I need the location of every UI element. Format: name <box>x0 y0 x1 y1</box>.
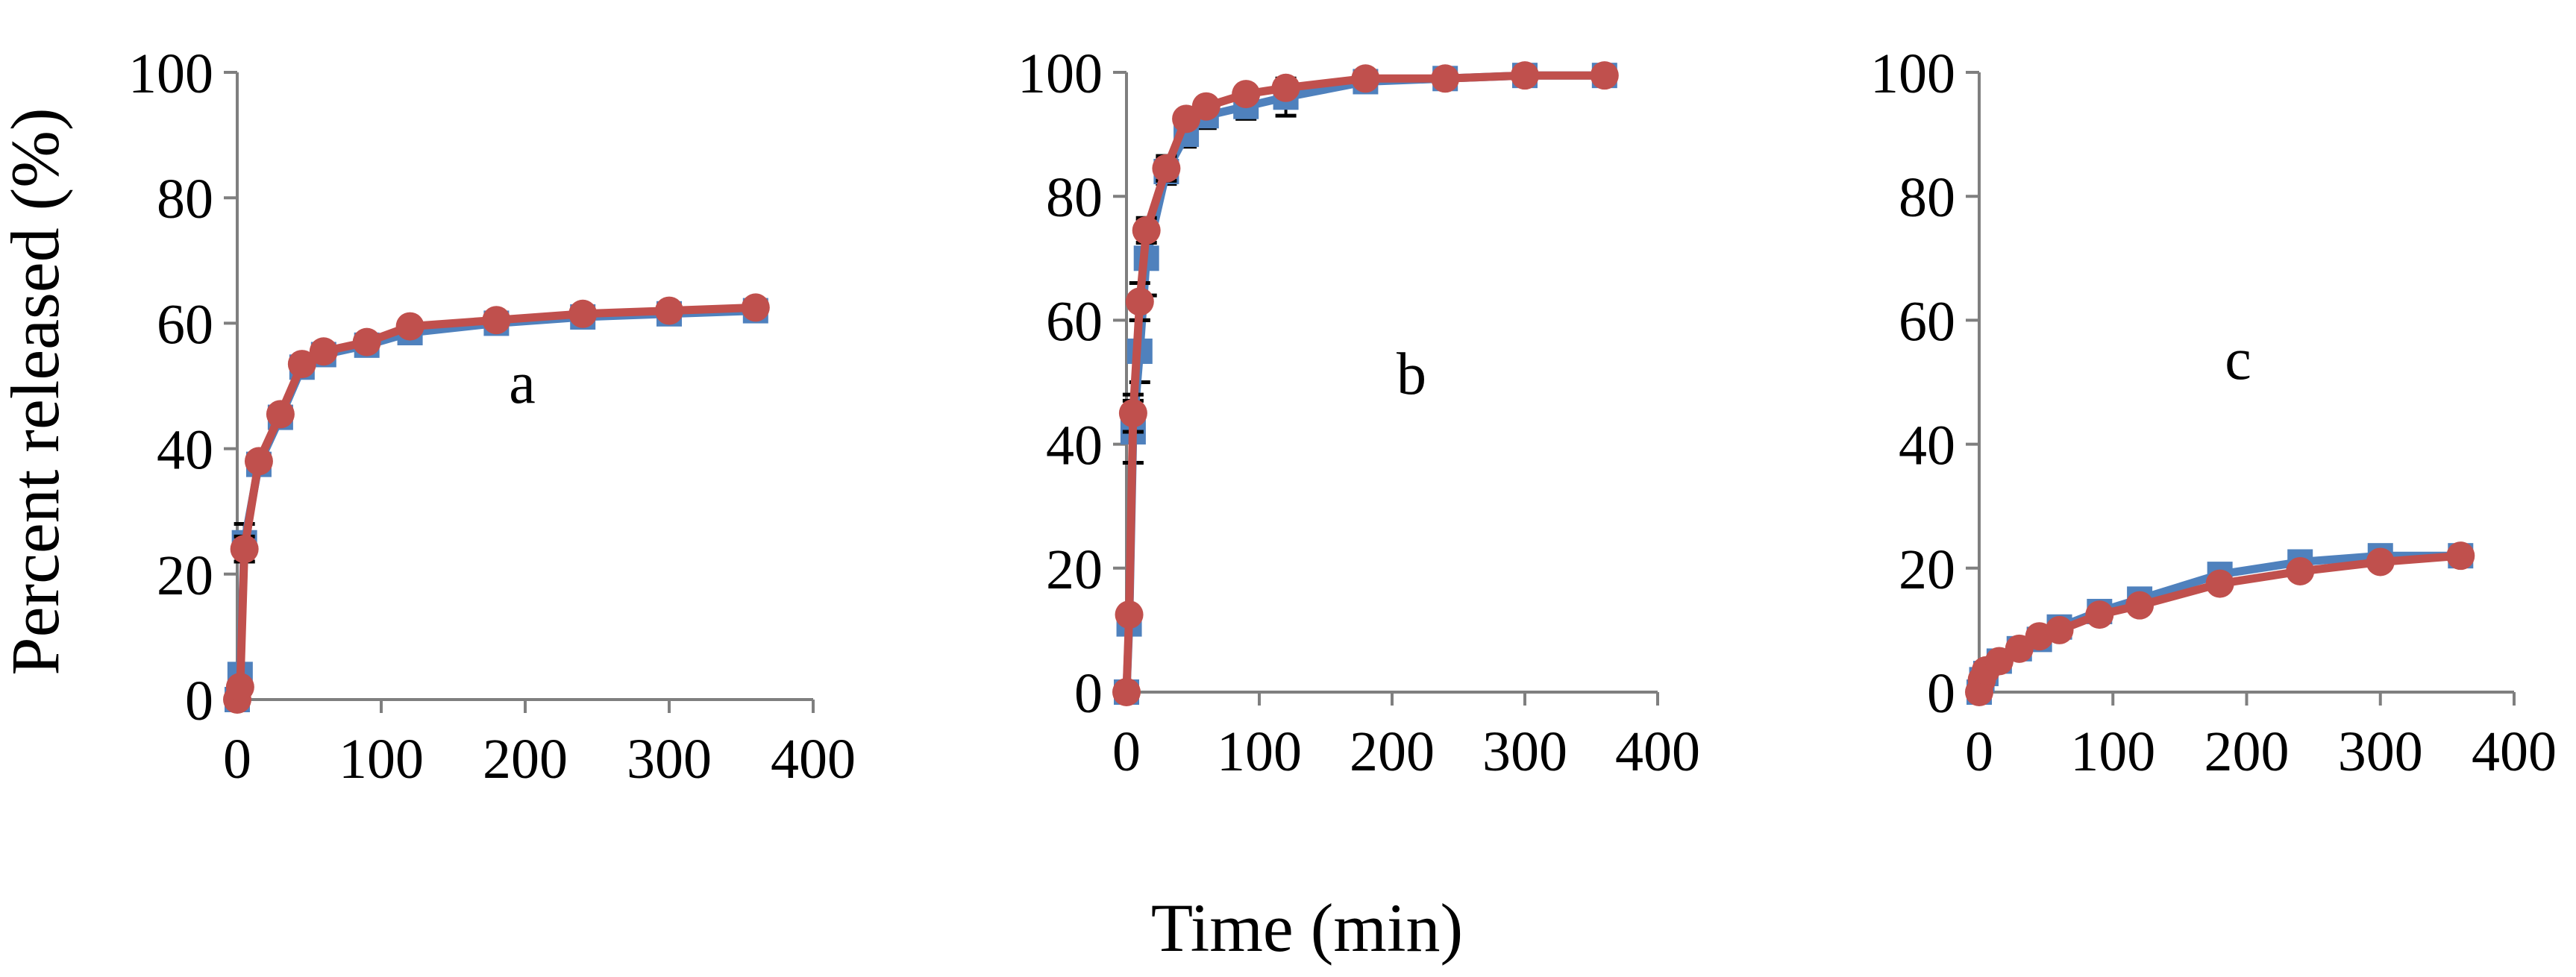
x-tick-label: 0 <box>223 728 251 791</box>
y-tick-label: 40 <box>1899 415 1955 477</box>
series-line <box>1122 71 1605 693</box>
x-tick-label: 0 <box>1112 720 1141 783</box>
y-tick-label: 40 <box>157 419 213 482</box>
x-tick-label: 200 <box>2204 720 2290 783</box>
data-point <box>2286 556 2315 585</box>
x-tick-label: 400 <box>1615 720 1700 783</box>
x-tick-label: 400 <box>771 728 856 791</box>
x-tick-label: 300 <box>2338 720 2423 783</box>
data-point <box>1152 154 1181 183</box>
y-tick-label: 20 <box>157 544 213 607</box>
y-tick-label: 0 <box>1074 662 1103 725</box>
chart-panel-a: 0 20 40 60 80 100 0 100 200 300 400 a <box>128 43 856 791</box>
x-tick-label: 100 <box>1217 720 1302 783</box>
x-tick-label: 100 <box>339 728 424 791</box>
series-circle <box>223 293 770 714</box>
data-point <box>244 447 273 476</box>
y-tick-label: 80 <box>157 168 213 230</box>
y-tick-label: 20 <box>1046 538 1103 601</box>
panel-label: b <box>1397 342 1426 407</box>
y-tick-label: 40 <box>1046 415 1103 477</box>
panel-label: a <box>509 351 536 416</box>
data-point <box>1511 61 1539 90</box>
data-point <box>352 327 381 356</box>
x-axis-title: Time (min) <box>1151 890 1463 966</box>
data-point <box>1112 678 1141 706</box>
y-tick-label: 80 <box>1899 166 1955 229</box>
data-point <box>395 312 424 341</box>
data-point <box>1115 600 1144 629</box>
data-point <box>2045 615 2074 644</box>
data-point <box>1590 61 1619 90</box>
x-tick-label: 400 <box>2472 720 2557 783</box>
panel-label: c <box>2225 327 2251 392</box>
y-tick-label: 60 <box>1046 290 1103 353</box>
data-point <box>287 350 316 379</box>
series-circle <box>1965 541 2475 706</box>
data-point <box>1191 92 1220 121</box>
y-tick-label: 60 <box>157 293 213 356</box>
data-point <box>2125 591 2154 620</box>
data-point <box>225 673 254 702</box>
series-square <box>1114 63 1617 705</box>
y-tick-label: 100 <box>1870 43 1955 105</box>
data-point <box>2446 541 2475 571</box>
x-tick-label: 200 <box>1350 720 1435 783</box>
chart-panel-c: 0 20 40 60 80 100 0 100 200 300 400 c <box>1870 43 2557 783</box>
series-circle <box>1112 61 1619 706</box>
data-point <box>2085 600 2114 629</box>
y-tick-label: 100 <box>128 43 213 105</box>
x-tick-label: 200 <box>483 728 568 791</box>
data-point <box>482 306 511 335</box>
data-point <box>230 535 259 564</box>
x-tick-label: 100 <box>2070 720 2155 783</box>
data-point <box>309 337 338 366</box>
y-tick-label: 100 <box>1018 43 1103 105</box>
data-point <box>1132 216 1161 245</box>
data-point <box>1431 64 1460 93</box>
data-point <box>1125 287 1154 316</box>
y-tick-label: 60 <box>1899 290 1955 353</box>
y-tick-label: 80 <box>1046 166 1103 229</box>
data-point <box>655 296 683 325</box>
x-tick-label: 300 <box>1482 720 1567 783</box>
data-point <box>2366 547 2395 577</box>
data-point <box>2205 569 2234 598</box>
x-tick-label: 300 <box>627 728 712 791</box>
y-axis-title: Percent released (%) <box>0 107 73 675</box>
data-point <box>1271 73 1300 102</box>
y-tick-label: 0 <box>185 670 213 732</box>
data-point <box>266 400 295 429</box>
data-point <box>1351 64 1380 93</box>
series-line <box>1122 71 1605 693</box>
data-point <box>568 299 598 328</box>
y-tick-label: 0 <box>1927 662 1955 725</box>
y-tick-label: 20 <box>1899 538 1955 601</box>
x-tick-label: 0 <box>1965 720 1993 783</box>
data-point <box>1232 80 1261 109</box>
chart-panel-b: 0 20 40 60 80 100 0 100 200 300 400 b <box>1018 43 1700 783</box>
data-point <box>1118 399 1147 428</box>
data-point <box>741 293 770 322</box>
